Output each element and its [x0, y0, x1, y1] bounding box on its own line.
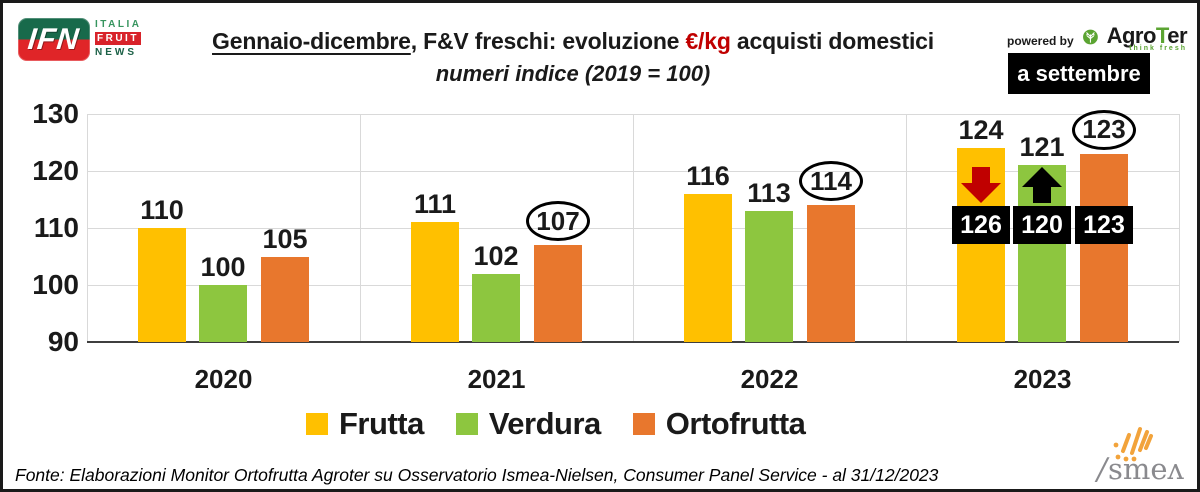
- bar-frutta-2022: [684, 193, 732, 342]
- kpi-badge: 126: [952, 206, 1010, 244]
- bar-value-label: 105: [262, 223, 308, 254]
- bar-value-label: 124: [958, 115, 1004, 146]
- legend-swatch: [455, 413, 478, 435]
- powered-by-block: powered by AgroTer think fresh: [1007, 21, 1187, 53]
- x-tick-label: 2020: [194, 364, 253, 394]
- chart-title-block: Gennaio-dicembre, F&V freschi: evoluzion…: [178, 27, 968, 87]
- ifn-italia-label: ITALIA: [95, 19, 142, 30]
- agroter-t: T: [1155, 22, 1168, 48]
- x-axis-line: [87, 341, 1179, 343]
- gridline: [1179, 114, 1180, 342]
- agroter-er: er: [1167, 22, 1187, 48]
- title-mid: , F&V freschi: evoluzione: [410, 28, 686, 54]
- legend-label: Frutta: [339, 406, 424, 441]
- circled-value-label: 123: [1072, 109, 1136, 150]
- x-tick-label: 2023: [1013, 364, 1072, 394]
- agroter-tree-icon: [1082, 29, 1098, 45]
- ifn-wordmark: ITALIA FRUIT NEWS: [95, 18, 141, 59]
- legend-label: Verdura: [488, 406, 601, 441]
- bar-ortofrutta-2022: [807, 205, 855, 342]
- bar-verdura-2021: [472, 273, 520, 342]
- x-tick-label: 2022: [740, 364, 799, 394]
- kpi-badge: 123: [1075, 206, 1133, 244]
- bar-ortofrutta-2020: [261, 256, 309, 342]
- ifn-fruit-label: FRUIT: [95, 32, 141, 45]
- bar-verdura-2020: [199, 285, 247, 342]
- bar-verdura-2022: [745, 210, 793, 342]
- bar-frutta-2021: [411, 222, 459, 342]
- agroter-agro: Agro: [1106, 22, 1157, 48]
- kpi-badge: 120: [1013, 206, 1071, 244]
- legend-swatch: [632, 413, 655, 435]
- circled-value-label: 107: [526, 201, 590, 242]
- y-tick-label: 110: [33, 212, 79, 243]
- period-badge: a settembre: [1008, 53, 1150, 94]
- x-tick-label: 2021: [467, 364, 526, 394]
- legend-label: Ortofrutta: [665, 406, 806, 441]
- gridline: [906, 114, 907, 342]
- svg-text:smeʌ: smeʌ: [1108, 452, 1185, 485]
- bar-value-label: 113: [747, 177, 791, 208]
- bar-value-label: 121: [1019, 132, 1065, 163]
- ifn-flag-badge: IFN: [18, 18, 90, 61]
- bar-value-label: 110: [140, 195, 184, 225]
- y-tick-label: 130: [32, 98, 79, 129]
- title-unit-accent: €/kg: [685, 28, 731, 54]
- powered-by-label: powered by: [1007, 34, 1074, 48]
- agroter-wordmark: AgroTer think fresh: [1106, 22, 1188, 52]
- period-badge-label: a settembre: [1017, 60, 1141, 86]
- bar-value-label: 102: [473, 240, 519, 271]
- bar-ortofrutta-2023: [1080, 153, 1128, 342]
- agroter-tagline: think fresh: [1129, 44, 1187, 52]
- title-end: acquisti domestici: [730, 28, 934, 54]
- bar-value-label: 116: [686, 160, 730, 191]
- arrow-up-icon: [1022, 167, 1062, 203]
- chart-title: Gennaio-dicembre, F&V freschi: evoluzion…: [178, 27, 968, 56]
- legend-swatch: [306, 413, 328, 435]
- legend-item-ortofrutta: Ortofrutta: [632, 406, 806, 442]
- svg-text:/: /: [1094, 452, 1110, 485]
- legend-item-frutta: Frutta: [306, 406, 424, 442]
- bar-ortofrutta-2021: [534, 245, 582, 342]
- chart-subtitle: numeri indice (2019 = 100): [435, 60, 711, 86]
- bar-value-label: 111: [413, 189, 457, 220]
- source-note: Fonte: Elaborazioni Monitor Ortofrutta A…: [15, 465, 939, 485]
- bar-frutta-2020: [138, 228, 186, 342]
- circled-value-label: 114: [799, 161, 863, 202]
- y-tick-label: 100: [32, 269, 79, 300]
- gridline: [87, 114, 88, 342]
- ismea-logo: / smeʌ: [1091, 423, 1191, 487]
- ifn-news-label: NEWS: [95, 47, 137, 58]
- chart-legend: Frutta Verdura Ortofrutta: [306, 406, 806, 442]
- gridline: [633, 114, 634, 342]
- title-period: Gennaio-dicembre: [212, 28, 411, 54]
- ifn-monogram: IFN: [26, 22, 82, 56]
- gridline: [360, 114, 361, 342]
- ifn-logo: IFN ITALIA FRUIT NEWS: [18, 18, 141, 61]
- bar-value-label: 100: [200, 252, 246, 282]
- legend-item-verdura: Verdura: [455, 406, 601, 442]
- arrow-down-icon: [961, 167, 1001, 203]
- y-tick-label: 120: [32, 155, 79, 186]
- y-tick-label: 90: [47, 326, 79, 357]
